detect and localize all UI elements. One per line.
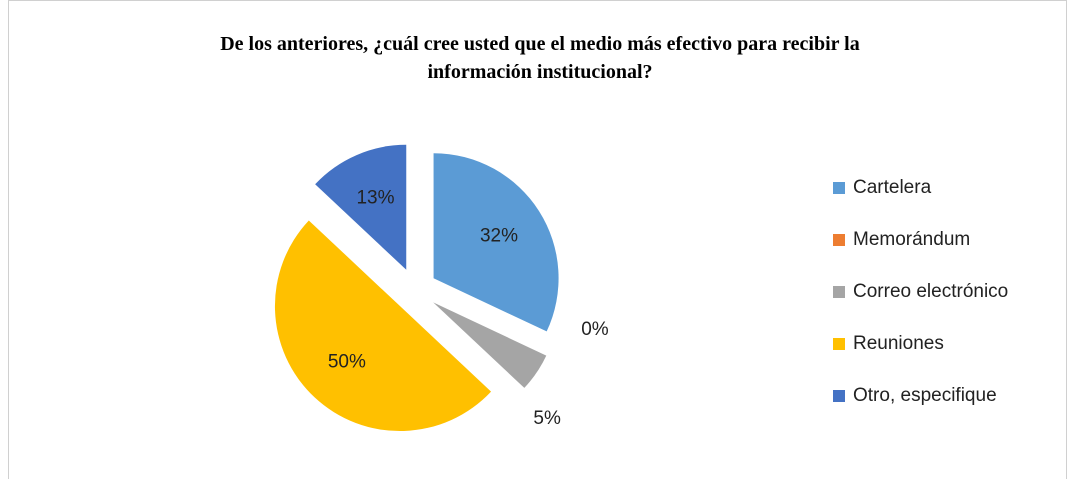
chart-title: De los anteriores, ¿cuál cree usted que … — [220, 33, 860, 83]
legend-swatch — [833, 182, 845, 194]
legend-swatch — [833, 390, 845, 402]
pie-slice — [434, 299, 549, 353]
pie-slice — [274, 220, 492, 432]
data-label: 0% — [581, 319, 609, 340]
data-label: 5% — [533, 408, 561, 429]
legend-swatch — [833, 338, 845, 350]
chart-border — [8, 0, 1067, 479]
data-label: 50% — [328, 352, 366, 373]
data-label: 32% — [480, 226, 518, 247]
legend-swatch — [833, 286, 845, 298]
data-label: 13% — [356, 188, 394, 209]
pie-slice — [433, 302, 547, 388]
legend-label: Correo electrónico — [853, 281, 1008, 302]
legend-label: Cartelera — [853, 177, 932, 198]
legend-label: Memorándum — [853, 229, 970, 250]
pie-slice — [433, 153, 559, 332]
pie-slice — [315, 144, 407, 270]
legend-swatch — [833, 234, 845, 246]
legend-label: Reuniones — [853, 333, 944, 354]
legend-label: Otro, especifique — [853, 385, 997, 406]
